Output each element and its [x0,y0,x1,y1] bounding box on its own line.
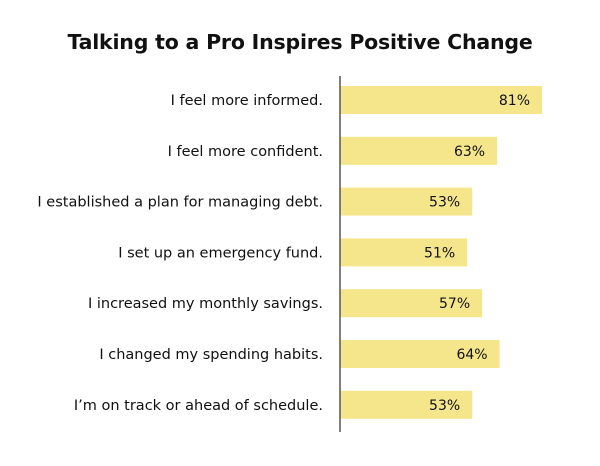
value-label: 81% [499,93,530,109]
category-label: I feel more informed. [171,93,323,109]
bar [340,187,473,216]
category-label: I’m on track or ahead of schedule. [74,398,323,414]
bar [340,136,498,165]
chart-title: Talking to a Pro Inspires Positive Chang… [67,30,533,54]
value-label: 57% [439,296,470,312]
bar [340,390,473,419]
category-label: I feel more confident. [168,144,323,160]
category-label: I increased my monthly savings. [88,296,323,312]
bar [340,86,542,114]
category-label: I changed my spending habits. [99,347,323,363]
value-label: 63% [454,144,485,160]
bar [340,238,468,267]
value-label: 51% [424,245,455,261]
category-label: I established a plan for managing debt. [37,195,323,211]
category-label: I set up an emergency fund. [118,245,323,261]
bar [340,340,500,368]
bar [340,289,483,318]
value-label: 53% [429,195,460,211]
value-label: 53% [429,398,460,414]
value-label: 64% [456,347,487,363]
